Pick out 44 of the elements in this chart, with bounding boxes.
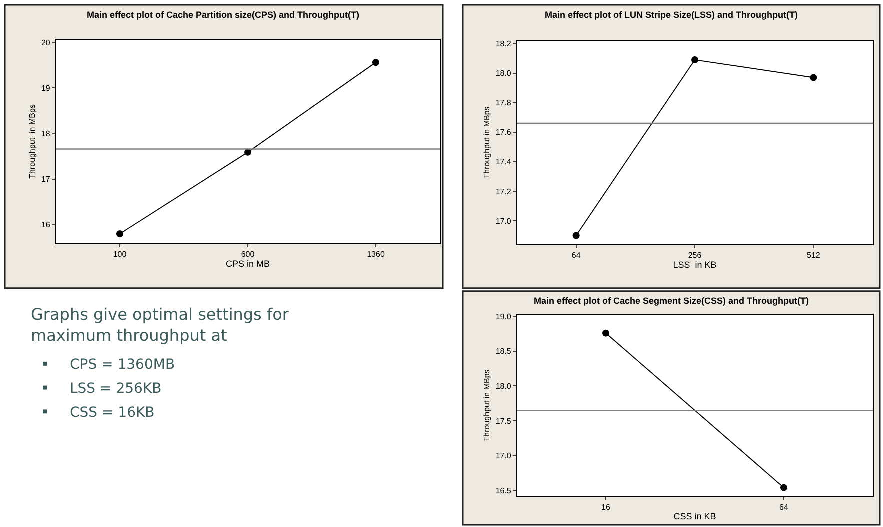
y-tick-label: 18.5 [496, 347, 512, 356]
y-tick-label: 18.0 [496, 382, 512, 392]
point [810, 74, 818, 82]
x-tick-label: 1360 [367, 250, 386, 260]
y-axis-title: Throughput in MBps [482, 106, 492, 179]
point [244, 148, 252, 156]
y-tick-label: 17.8 [496, 98, 512, 108]
y-tick-label: 17.0 [496, 216, 512, 226]
x-axis-title: LSS in KB [673, 260, 717, 270]
x-tick-label: 64 [780, 502, 789, 512]
y-tick-label: 18 [41, 130, 51, 139]
point [116, 230, 124, 238]
x-tick-label: 64 [572, 251, 582, 260]
y-tick-label: 16.5 [496, 486, 512, 496]
y-tick-label: 17.4 [496, 158, 512, 167]
text: LSS = 256KB [70, 381, 162, 397]
point [572, 232, 580, 240]
point [372, 59, 380, 66]
y-tick-label: 19 [41, 84, 51, 93]
y-tick-label: 17.5 [496, 416, 512, 426]
x-tick-label: 256 [688, 251, 702, 260]
y-tick-label: 18.2 [496, 40, 512, 49]
y-tick-label: 20 [41, 38, 51, 48]
x-tick-label: 600 [241, 250, 256, 260]
y-tick-label: 19.0 [496, 312, 512, 322]
y-tick-label: 17.2 [496, 187, 512, 196]
y-tick-label: 16 [41, 220, 51, 230]
y-tick-label: 18.0 [496, 69, 512, 78]
text: Graphs give optimal settings for maximum throughput at [31, 305, 290, 345]
x-tick-label: 512 [806, 251, 821, 260]
y-tick-label: 17.0 [496, 452, 512, 461]
text: CSS = 16KB [70, 405, 155, 421]
y-tick-label: 17.6 [496, 128, 512, 138]
chart-title: Main effect plot of LUN Stripe Size(LSS) and Throughput(T) [545, 10, 798, 20]
x-axis-title: CSS in KB [674, 512, 716, 522]
x-axis-title: CPS in MB [226, 259, 270, 270]
text: CPS = 1360MB [70, 357, 176, 373]
point [692, 56, 698, 64]
y-tick-label: 17 [41, 175, 51, 184]
chart-title: Main effect plot of Cache Segment Size(CSS) and Throughput(T) [534, 296, 810, 306]
y-axis-title: Throughput in MBps [482, 370, 492, 442]
x-tick-label: 100 [113, 250, 128, 260]
chart-title: Main effect plot of Cache Partition size(CPS) and Throughput(T) [87, 10, 360, 20]
y-axis-title: Throughput in MBps [28, 104, 38, 179]
